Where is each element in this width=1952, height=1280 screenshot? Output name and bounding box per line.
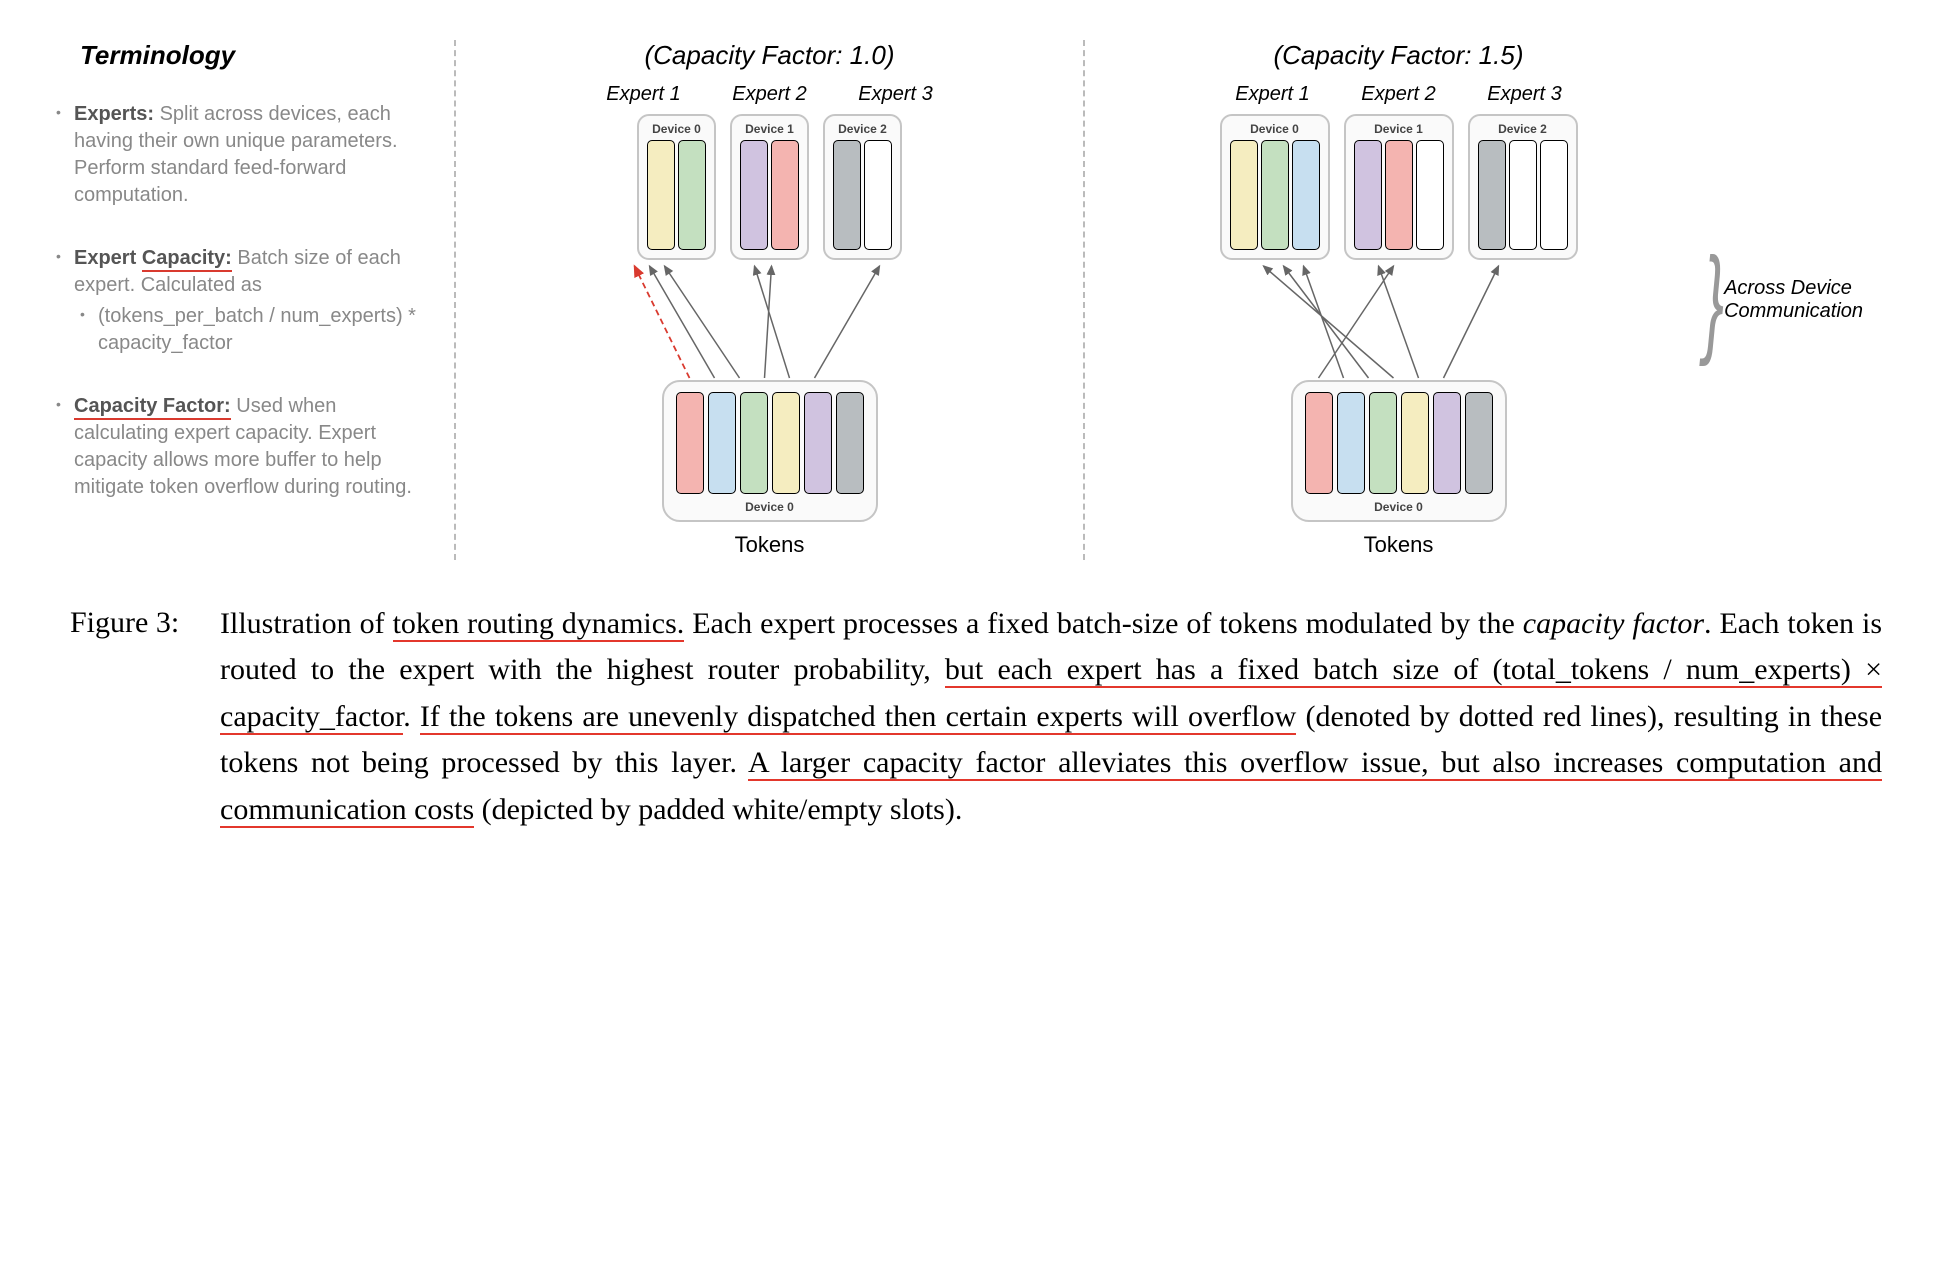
arrows-svg [1105, 260, 1692, 380]
caption-label: Figure 3: [70, 606, 179, 639]
cf15-title: (Capacity Factor: 1.5) [1105, 40, 1692, 71]
slot [772, 392, 800, 494]
cf10-title: (Capacity Factor: 1.0) [476, 40, 1063, 71]
cf15-device2: Device 2 [1468, 114, 1578, 260]
expert3-label: Expert 3 [1469, 83, 1581, 106]
cf15-tokens-box: Device 0 [1291, 380, 1507, 522]
slot [1305, 392, 1333, 494]
cf10-device2: Device 2 [823, 114, 902, 260]
cf10-tokens-label: Tokens [476, 532, 1063, 558]
slot [1416, 140, 1444, 250]
diagram-cf15: (Capacity Factor: 1.5) Expert 1 Expert 2… [1095, 40, 1702, 558]
cf10-device0: Device 0 [637, 114, 716, 260]
slot [1292, 140, 1320, 250]
slot [1478, 140, 1506, 250]
cf15-token-slots [1305, 392, 1493, 494]
terminology-heading: Terminology [80, 40, 420, 71]
cf10-d2-label: Device 2 [833, 122, 892, 136]
expert2-label: Expert 2 [714, 83, 826, 106]
caption-body: Illustration of token routing dynamics. … [70, 601, 1882, 834]
slot [647, 140, 675, 250]
cf10-devices: Device 0 Device 1 Device 2 [476, 114, 1063, 260]
top-section: Terminology Experts: Split across device… [50, 40, 1902, 560]
cf15-d0-slots [1230, 140, 1320, 250]
cf10-d1-slots [740, 140, 799, 250]
cf10-expert-labels: Expert 1 Expert 2 Expert 3 [476, 83, 1063, 106]
cf10-d2-slots [833, 140, 892, 250]
slot [1433, 392, 1461, 494]
cf15-tokens-label: Tokens [1105, 532, 1692, 558]
divider-1 [454, 40, 456, 560]
cf10-arrows [476, 260, 1063, 380]
cf15-d1-label: Device 1 [1354, 122, 1444, 136]
cf15-expert-labels: Expert 1 Expert 2 Expert 3 [1105, 83, 1692, 106]
slot [1401, 392, 1429, 494]
slot [1385, 140, 1413, 250]
slot [1369, 392, 1397, 494]
cf10-d0-label: Device 0 [647, 122, 706, 136]
cf10-tokens-box: Device 0 [662, 380, 878, 522]
slot [708, 392, 736, 494]
cf15-device0: Device 0 [1220, 114, 1330, 260]
slot [804, 392, 832, 494]
slot [740, 392, 768, 494]
slot [1540, 140, 1568, 250]
cf15-tokens-device: Device 0 [1305, 500, 1493, 514]
slot [864, 140, 892, 250]
cf10-tokens-device: Device 0 [676, 500, 864, 514]
slot [1261, 140, 1289, 250]
cf15-d2-slots [1478, 140, 1568, 250]
expert2-label: Expert 2 [1343, 83, 1455, 106]
slot [676, 392, 704, 494]
term-factor-label: Capacity Factor: [74, 395, 231, 420]
side-annotation: } Across Device Communication [1702, 40, 1902, 560]
terminology-column: Terminology Experts: Split across device… [50, 40, 444, 537]
term-experts: Experts: Split across devices, each havi… [50, 101, 420, 209]
expert1-label: Expert 1 [1217, 83, 1329, 106]
slot [1337, 392, 1365, 494]
slot [740, 140, 768, 250]
annotation-text: Across Device Communication [1724, 277, 1902, 323]
slot [1509, 140, 1537, 250]
cf10-d1-label: Device 1 [740, 122, 799, 136]
cf15-arrows [1105, 260, 1692, 380]
slot [1465, 392, 1493, 494]
cf10-d0-slots [647, 140, 706, 250]
cf15-d0-label: Device 0 [1230, 122, 1320, 136]
divider-2 [1083, 40, 1085, 560]
cf10-token-slots [676, 392, 864, 494]
figure-caption: Figure 3: Illustration of token routing … [50, 600, 1902, 833]
term-factor: Capacity Factor: Used when calculating e… [50, 393, 420, 501]
expert3-label: Expert 3 [840, 83, 952, 106]
arrows-svg [476, 260, 1063, 380]
term-experts-label: Experts: [74, 103, 154, 125]
slot [678, 140, 706, 250]
slot [771, 140, 799, 250]
term-capacity-formula: (tokens_per_batch / num_experts) * capac… [74, 303, 420, 357]
slot [1230, 140, 1258, 250]
brace-icon: } [1704, 258, 1724, 342]
slot [1354, 140, 1382, 250]
term-capacity: Expert Capacity: Batch size of each expe… [50, 245, 420, 357]
cf15-device1: Device 1 [1344, 114, 1454, 260]
diagram-cf10: (Capacity Factor: 1.0) Expert 1 Expert 2… [466, 40, 1073, 558]
cf15-devices: Device 0 Device 1 Device 2 [1105, 114, 1692, 260]
cf15-d2-label: Device 2 [1478, 122, 1568, 136]
term-capacity-label: Expert Capacity: [74, 247, 232, 272]
slot [833, 140, 861, 250]
slot [836, 392, 864, 494]
cf10-device1: Device 1 [730, 114, 809, 260]
cf15-d1-slots [1354, 140, 1444, 250]
expert1-label: Expert 1 [588, 83, 700, 106]
